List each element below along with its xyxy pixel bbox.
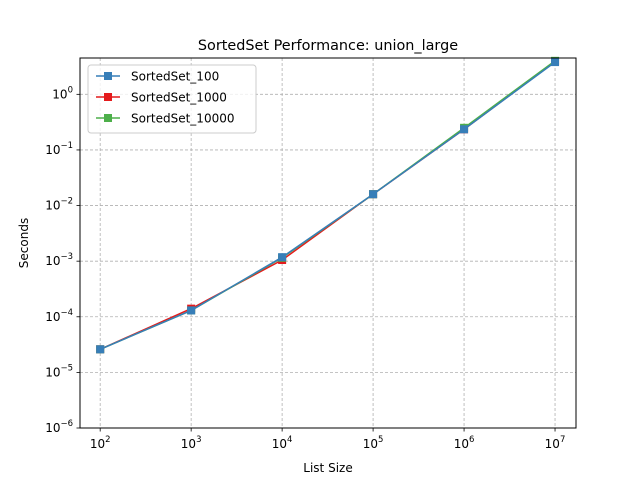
x-tick-label: 105 (363, 435, 384, 451)
x-tick-label: 104 (272, 435, 293, 451)
legend-marker (104, 72, 112, 80)
legend-label: SortedSet_100 (131, 70, 219, 84)
x-tick-label: 102 (90, 435, 111, 451)
legend-label: SortedSet_1000 (131, 91, 227, 105)
data-point (187, 306, 196, 315)
x-axis-ticks: 102 103 104 105 106 107 (90, 428, 566, 451)
x-tick-label: 107 (545, 435, 566, 451)
y-tick-label: 10−6 (45, 419, 73, 435)
y-tick-label: 10−1 (45, 141, 73, 157)
legend: SortedSet_100 SortedSet_1000 SortedSet_100… (87, 64, 257, 134)
legend-item-sortedset-10000: SortedSet_10000 (96, 112, 234, 126)
legend-frame (87, 64, 257, 134)
y-tick-label: 10−5 (45, 363, 73, 379)
chart-title: SortedSet Performance: union_large (198, 38, 458, 54)
y-tick-label: 100 (52, 85, 73, 101)
legend-label: SortedSet_10000 (131, 112, 234, 126)
data-point (96, 345, 105, 354)
series-sortedset-100 (96, 58, 560, 354)
data-point (460, 125, 469, 134)
x-axis-label: List Size (303, 461, 352, 475)
legend-item-sortedset-1000: SortedSet_1000 (96, 91, 227, 105)
y-axis-label: Seconds (17, 218, 31, 268)
legend-marker (104, 114, 112, 122)
series-layer (96, 56, 560, 354)
legend-marker (104, 93, 112, 101)
y-axis-ticks: 10−6 10−5 10−4 10−3 10−2 10−1 100 (45, 85, 80, 435)
data-point (278, 253, 287, 262)
legend-item-sortedset-100: SortedSet_100 (96, 70, 219, 84)
x-tick-label: 106 (454, 435, 475, 451)
y-tick-label: 10−3 (45, 252, 73, 268)
data-point (369, 190, 378, 199)
y-tick-label: 10−4 (45, 308, 73, 324)
y-tick-label: 10−2 (45, 197, 73, 213)
x-tick-label: 103 (181, 435, 202, 451)
axes-frame (79, 57, 577, 429)
series-line-sortedset-100 (99, 61, 556, 350)
data-point (551, 58, 560, 67)
